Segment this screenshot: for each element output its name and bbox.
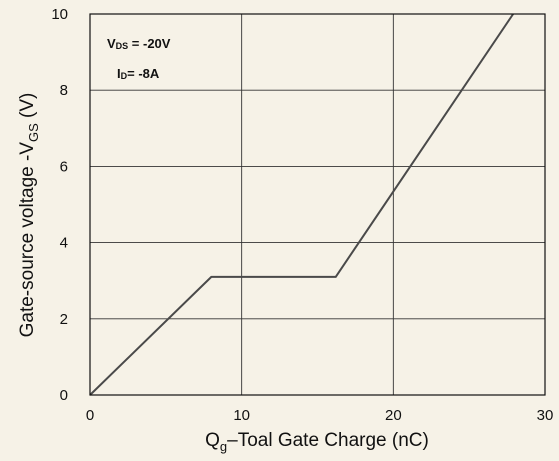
annotation-id: ID= -8A xyxy=(117,66,160,81)
annotation-vds: VDS = -20V xyxy=(107,36,171,51)
y-tick-label: 6 xyxy=(60,158,68,175)
y-tick-label: 2 xyxy=(60,311,68,328)
plot-frame xyxy=(89,13,546,396)
y-tick-label: 0 xyxy=(60,387,68,404)
x-tick-label: 20 xyxy=(385,407,402,424)
y-tick-label: 4 xyxy=(60,235,68,252)
x-tick-label: 10 xyxy=(233,407,250,424)
series-line xyxy=(89,13,514,396)
x-tick-label: 30 xyxy=(537,407,554,424)
y-axis-label: Gate-source voltage -VGS (V) xyxy=(17,93,41,338)
y-tick-label: 8 xyxy=(60,82,68,99)
series-layer xyxy=(89,13,514,396)
y-tick-label: 10 xyxy=(51,6,68,23)
tick-labels: 0 10 20 30 0 2 4 6 8 10 xyxy=(51,6,553,424)
x-axis-label: Qg–Toal Gate Charge (nC) xyxy=(205,430,429,454)
grid xyxy=(90,14,545,395)
x-tick-label: 0 xyxy=(86,407,94,424)
